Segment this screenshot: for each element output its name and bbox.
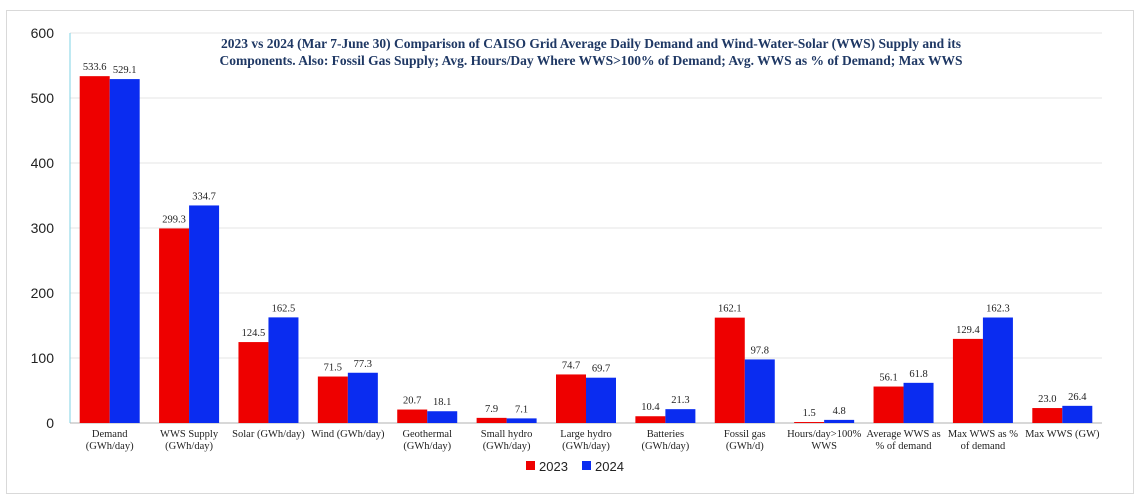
data-label-2024: 7.1 [515, 404, 528, 415]
data-label-2024: 4.8 [833, 406, 846, 417]
chart-title: 2023 vs 2024 (Mar 7-June 30) Comparison … [220, 36, 963, 68]
category-label: (GWh/d) [726, 441, 764, 452]
bar-2024 [586, 377, 616, 423]
data-label-2024: 26.4 [1068, 392, 1087, 403]
category-label: Small hydro [481, 429, 533, 440]
category-label: Wind (GWh/day) [311, 429, 385, 440]
bar-2024 [427, 411, 458, 423]
category-label: Large hydro [560, 429, 611, 440]
bar-2023 [635, 416, 666, 423]
bar-2024 [903, 382, 934, 423]
data-label-2023: 124.5 [242, 328, 266, 339]
data-labels: 533.6 529.1 299.3 334.7 124.5 162.5 71.5 77.3 20… [83, 62, 1087, 419]
category-label: (GWh/day) [165, 441, 213, 452]
data-label-2023: 162.1 [718, 304, 742, 315]
legend: 2023 2024 [526, 459, 624, 474]
y-tick-label: 100 [31, 350, 55, 366]
data-label-2024: 162.3 [986, 304, 1010, 315]
category-label: WWS [811, 441, 837, 452]
data-label-2023: 299.3 [162, 214, 186, 225]
y-tick-label: 0 [46, 415, 54, 431]
data-label-2024: 97.8 [751, 345, 769, 356]
bar-2023 [317, 376, 348, 423]
bar-2023 [476, 417, 507, 423]
bar-2024 [665, 409, 696, 423]
legend-label-2024: 2024 [595, 459, 624, 474]
bar-2024 [506, 418, 537, 423]
data-label-2023: 74.7 [562, 360, 580, 371]
data-label-2024: 162.5 [272, 303, 296, 314]
category-label: Demand [92, 429, 128, 440]
category-labels: Demand(GWh/day)WWS Supply(GWh/day)Solar … [86, 429, 1100, 452]
bar-2023 [556, 374, 586, 423]
data-label-2023: 129.4 [956, 325, 980, 336]
data-label-2024: 334.7 [192, 191, 216, 202]
legend-swatch-2024 [582, 461, 591, 470]
data-label-2024: 69.7 [592, 364, 610, 375]
data-label-2023: 20.7 [403, 396, 421, 407]
y-tick-label: 200 [31, 285, 55, 301]
bar-2024 [109, 79, 140, 424]
category-label: Geothermal [402, 429, 452, 440]
category-label: (GWh/day) [86, 441, 134, 452]
bar-2023 [159, 228, 190, 423]
data-label-2023: 7.9 [485, 404, 498, 415]
data-label-2023: 71.5 [324, 363, 342, 374]
bar-2023 [1032, 408, 1063, 423]
data-label-2024: 77.3 [354, 359, 372, 370]
bar-2024 [1062, 405, 1093, 423]
category-label: Hours/day>100% [787, 429, 861, 440]
category-label: Average WWS as [866, 429, 940, 440]
data-label-2024: 529.1 [113, 65, 137, 76]
y-tick-label: 300 [31, 220, 55, 236]
data-label-2023: 23.0 [1038, 394, 1056, 405]
bar-2024 [189, 205, 220, 423]
bar-2023 [794, 422, 825, 423]
category-label: % of demand [876, 441, 933, 452]
y-tick-label: 500 [31, 90, 55, 106]
bar-2023 [873, 386, 904, 423]
bar-2023 [714, 317, 745, 423]
legend-swatch-2023 [526, 461, 535, 470]
chart-title-line: Components. Also: Fossil Gas Supply; Avg… [220, 53, 963, 68]
bar-2024 [982, 317, 1013, 423]
data-label-2024: 61.8 [909, 369, 927, 380]
bar-2024 [744, 359, 775, 423]
category-label: Max WWS (GW) [1025, 429, 1100, 440]
y-tick-labels: 0 100 200 300 400 500 600 [31, 25, 55, 431]
chart-title-line: 2023 vs 2024 (Mar 7-June 30) Comparison … [221, 36, 961, 51]
bar-2024 [347, 372, 378, 423]
data-label-2023: 56.1 [879, 373, 897, 384]
data-label-2024: 21.3 [671, 395, 689, 406]
category-label: Max WWS as % [948, 429, 1018, 440]
legend-label-2023: 2023 [539, 459, 568, 474]
data-label-2023: 533.6 [83, 62, 107, 73]
category-label: Solar (GWh/day) [232, 429, 305, 440]
category-label: (GWh/day) [403, 441, 451, 452]
gridlines [70, 32, 1102, 359]
bars [79, 76, 1093, 424]
bar-2024 [824, 419, 855, 423]
bar-2023 [238, 342, 269, 423]
data-label-2024: 18.1 [433, 397, 451, 408]
bar-2023 [79, 76, 110, 423]
category-label: (GWh/day) [641, 441, 689, 452]
y-tick-label: 400 [31, 155, 55, 171]
category-label: Batteries [647, 429, 684, 440]
data-label-2023: 10.4 [641, 402, 660, 413]
category-label: (GWh/day) [483, 441, 531, 452]
bar-2024 [268, 317, 299, 423]
category-label: (GWh/day) [562, 441, 610, 452]
category-label: WWS Supply [160, 429, 219, 440]
category-label: Fossil gas [724, 429, 766, 440]
y-tick-label: 600 [31, 25, 55, 41]
category-label: of demand [961, 441, 1006, 452]
data-label-2023: 1.5 [803, 408, 816, 419]
bar-2023 [952, 338, 983, 423]
bar-2023 [397, 409, 428, 423]
